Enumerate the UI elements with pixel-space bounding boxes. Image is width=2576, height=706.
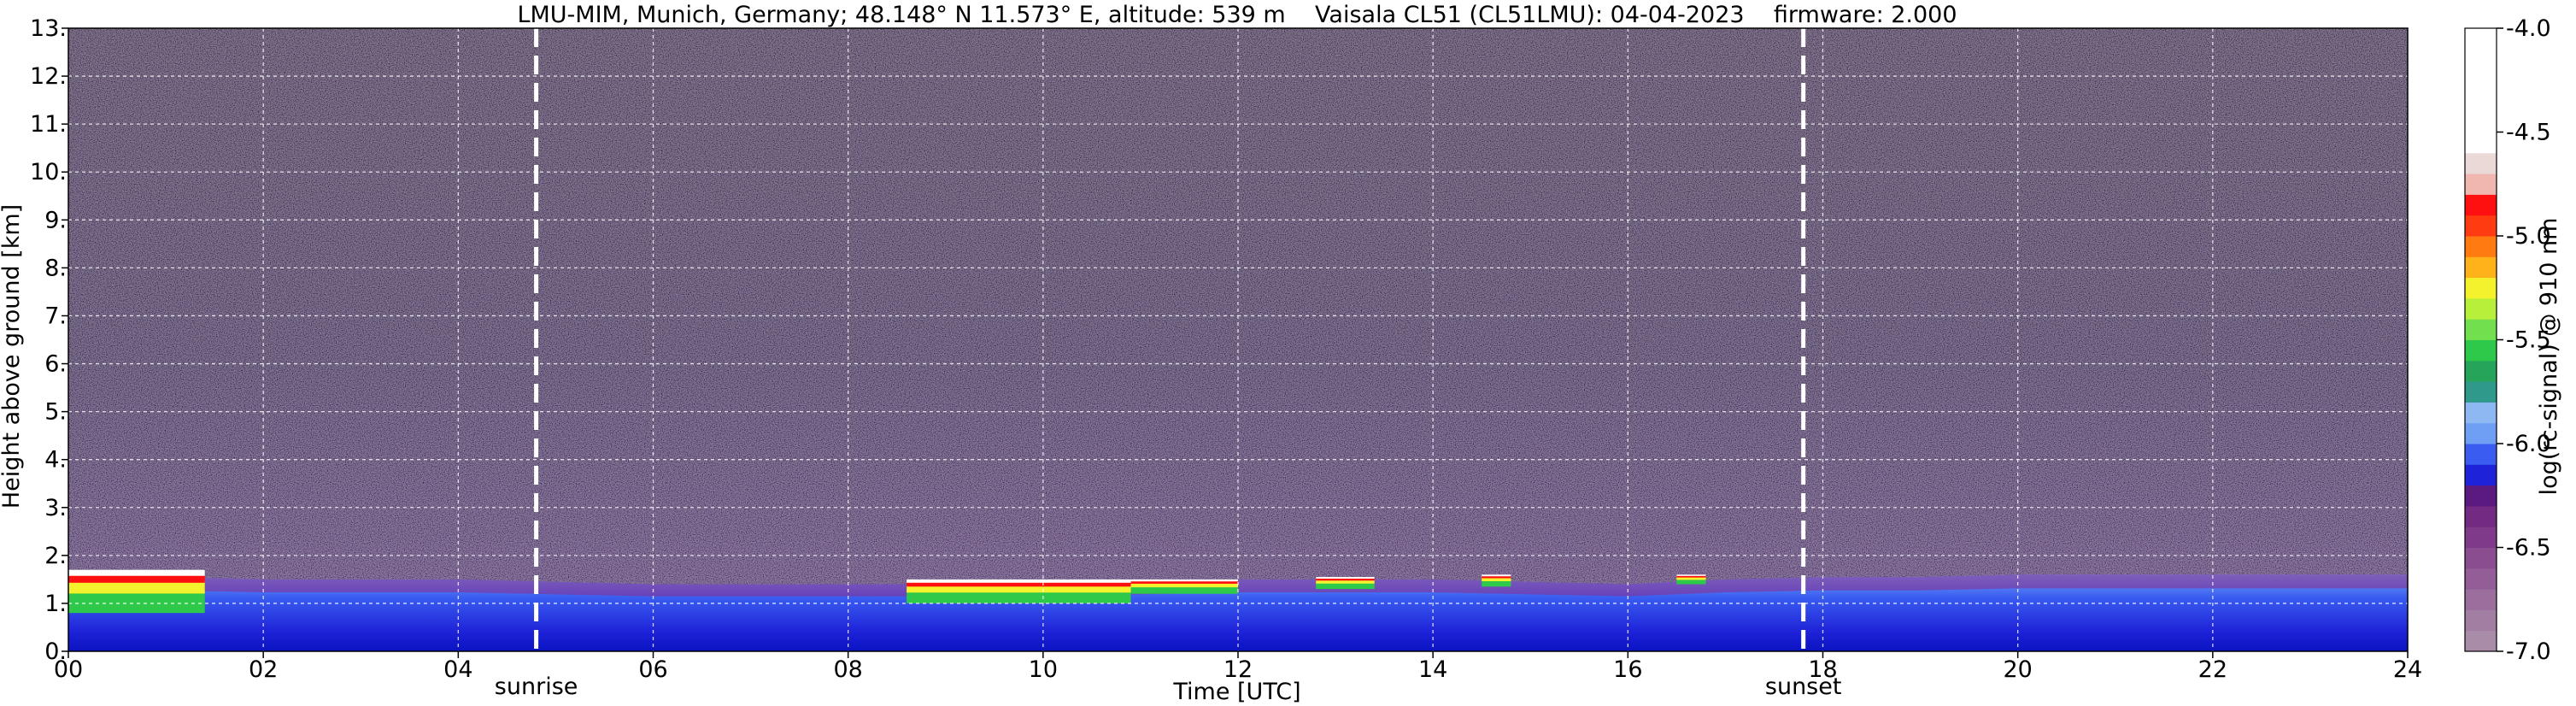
colorbar-level-18 xyxy=(2465,256,2497,279)
y-tick-label-3: 3. xyxy=(44,495,67,521)
sunset-label: sunset xyxy=(1765,674,1842,700)
colorbar-tick-label--7.0: -7.0 xyxy=(2506,638,2551,665)
x-tick-label-12: 12 xyxy=(1223,656,1253,683)
cloud-green-2 xyxy=(1130,585,1238,594)
cloud-yellow-5 xyxy=(1676,577,1706,580)
colorbar-level-16 xyxy=(2465,297,2497,320)
cloud-green-4 xyxy=(1482,580,1511,587)
y-tick-label-4: 4. xyxy=(44,447,67,474)
y-tick-label-1: 1. xyxy=(44,591,67,617)
cloud-red-0 xyxy=(68,574,205,583)
x-tick-label-02: 02 xyxy=(249,656,278,683)
colorbar-level-12 xyxy=(2465,381,2497,403)
x-tick-label-08: 08 xyxy=(833,656,862,683)
x-tick-label-16: 16 xyxy=(1613,656,1642,683)
x-tick-label-24: 24 xyxy=(2393,656,2422,683)
colorbar-level-6 xyxy=(2465,505,2497,527)
colorbar-level-0 xyxy=(2465,630,2497,652)
cloud-red-1 xyxy=(907,582,1131,587)
cloud-layer-group xyxy=(68,569,1706,614)
colorbar xyxy=(2464,27,2497,652)
y-tick-label-5: 5. xyxy=(44,399,67,426)
cloud-red-4 xyxy=(1482,575,1511,579)
colorbar-level-11 xyxy=(2465,402,2497,424)
colorbar-tick-label--6.5: -6.5 xyxy=(2506,535,2551,562)
y-tick-label-9: 9. xyxy=(44,207,67,233)
y-tick-label-12: 12. xyxy=(30,63,67,90)
colorbar-level-3 xyxy=(2465,568,2497,590)
colorbar-level-8 xyxy=(2465,464,2497,486)
colorbar-level-15 xyxy=(2465,319,2497,340)
cloud-top-0 xyxy=(68,569,205,576)
y-tick-label-10: 10. xyxy=(30,159,67,185)
y-axis-ticks: 0. 1. 2. 3. 4. 5. 6. 7. 8. 9. 10. 11. 12. 13. xyxy=(30,15,68,665)
colorbar-tick-label--6.0: -6.0 xyxy=(2506,431,2551,457)
cloud-top-5 xyxy=(1676,574,1706,576)
colorbar-level-24 xyxy=(2465,28,2497,154)
colorbar-level-22 xyxy=(2465,174,2497,195)
colorbar-tick-label--4.0: -4.0 xyxy=(2506,15,2551,42)
cloud-green-5 xyxy=(1676,579,1706,585)
x-tick-label-14: 14 xyxy=(1418,656,1447,683)
y-tick-label-13: 13. xyxy=(30,15,67,42)
cloud-yellow-2 xyxy=(1130,583,1238,588)
cloud-yellow-0 xyxy=(68,580,205,594)
x-axis-ticks: 00 02 04 06 08 10 12 14 16 18 20 22 24 xyxy=(54,651,2422,683)
cloud-top-1 xyxy=(907,579,1131,583)
colorbar-level-14 xyxy=(2465,339,2497,362)
x-tick-label-10: 10 xyxy=(1029,656,1058,683)
cloud-yellow-1 xyxy=(907,585,1131,593)
colorbar-level-1 xyxy=(2465,609,2497,632)
colorbar-level-9 xyxy=(2465,444,2497,465)
colorbar-level-17 xyxy=(2465,277,2497,299)
cloud-red-3 xyxy=(1316,578,1375,581)
plot-area xyxy=(67,27,2409,652)
grid-lines xyxy=(68,28,2408,651)
colorbar-level-20 xyxy=(2465,215,2497,237)
cloud-red-2 xyxy=(1130,580,1238,584)
colorbar-ticks: -4.0 -4.5 -5.0 -5.5 -6.0 -6.5 -7.0 xyxy=(2497,15,2551,665)
chart-title: LMU-MIM, Munich, Germany; 48.148° N 11.5… xyxy=(517,2,1957,28)
colorbar-level-19 xyxy=(2465,236,2497,257)
colorbar-label: log(rc-signal) @ 910 nm xyxy=(2536,218,2562,496)
colorbar-level-13 xyxy=(2465,360,2497,382)
colorbar-level-21 xyxy=(2465,194,2497,216)
colorbar-level-4 xyxy=(2465,547,2497,569)
cloud-top-3 xyxy=(1316,577,1375,580)
x-tick-label-04: 04 xyxy=(443,656,472,683)
sun-marker-labels: sunrise sunset xyxy=(495,674,1842,700)
x-tick-label-00: 00 xyxy=(54,656,83,683)
colorbar-level-23 xyxy=(2465,152,2497,174)
colorbar-tick-label--4.5: -4.5 xyxy=(2506,120,2551,146)
x-tick-label-22: 22 xyxy=(2198,656,2227,683)
x-axis-label: Time [UTC] xyxy=(1172,679,1300,705)
cloud-yellow-4 xyxy=(1482,577,1511,581)
colorbar-level-2 xyxy=(2465,589,2497,610)
colorbar-level-7 xyxy=(2465,485,2497,507)
colorbar-level-10 xyxy=(2465,422,2497,444)
x-tick-label-20: 20 xyxy=(2003,656,2032,683)
cloud-green-1 xyxy=(907,590,1131,603)
cloud-green-3 xyxy=(1316,582,1375,590)
sunrise-label: sunrise xyxy=(495,674,578,700)
y-tick-label-8: 8. xyxy=(44,255,67,281)
y-axis-label: Height above ground [km] xyxy=(0,204,25,509)
cloud-top-4 xyxy=(1482,574,1511,577)
y-tick-label-2: 2. xyxy=(44,543,67,569)
x-tick-label-18: 18 xyxy=(1808,656,1837,683)
sun-markers xyxy=(534,28,1806,651)
y-tick-label-7: 7. xyxy=(44,303,67,329)
x-tick-label-06: 06 xyxy=(638,656,667,683)
y-tick-label-11: 11. xyxy=(30,111,67,138)
y-tick-label-6: 6. xyxy=(44,351,67,378)
y-tick-label-0: 0. xyxy=(44,638,67,665)
cloud-yellow-3 xyxy=(1316,580,1375,584)
cloud-red-5 xyxy=(1676,575,1706,578)
colorbar-tick-label--5.5: -5.5 xyxy=(2506,327,2551,354)
cloud-top-2 xyxy=(1130,579,1238,582)
colorbar-tick-label--5.0: -5.0 xyxy=(2506,223,2551,250)
colorbar-level-5 xyxy=(2465,527,2497,548)
